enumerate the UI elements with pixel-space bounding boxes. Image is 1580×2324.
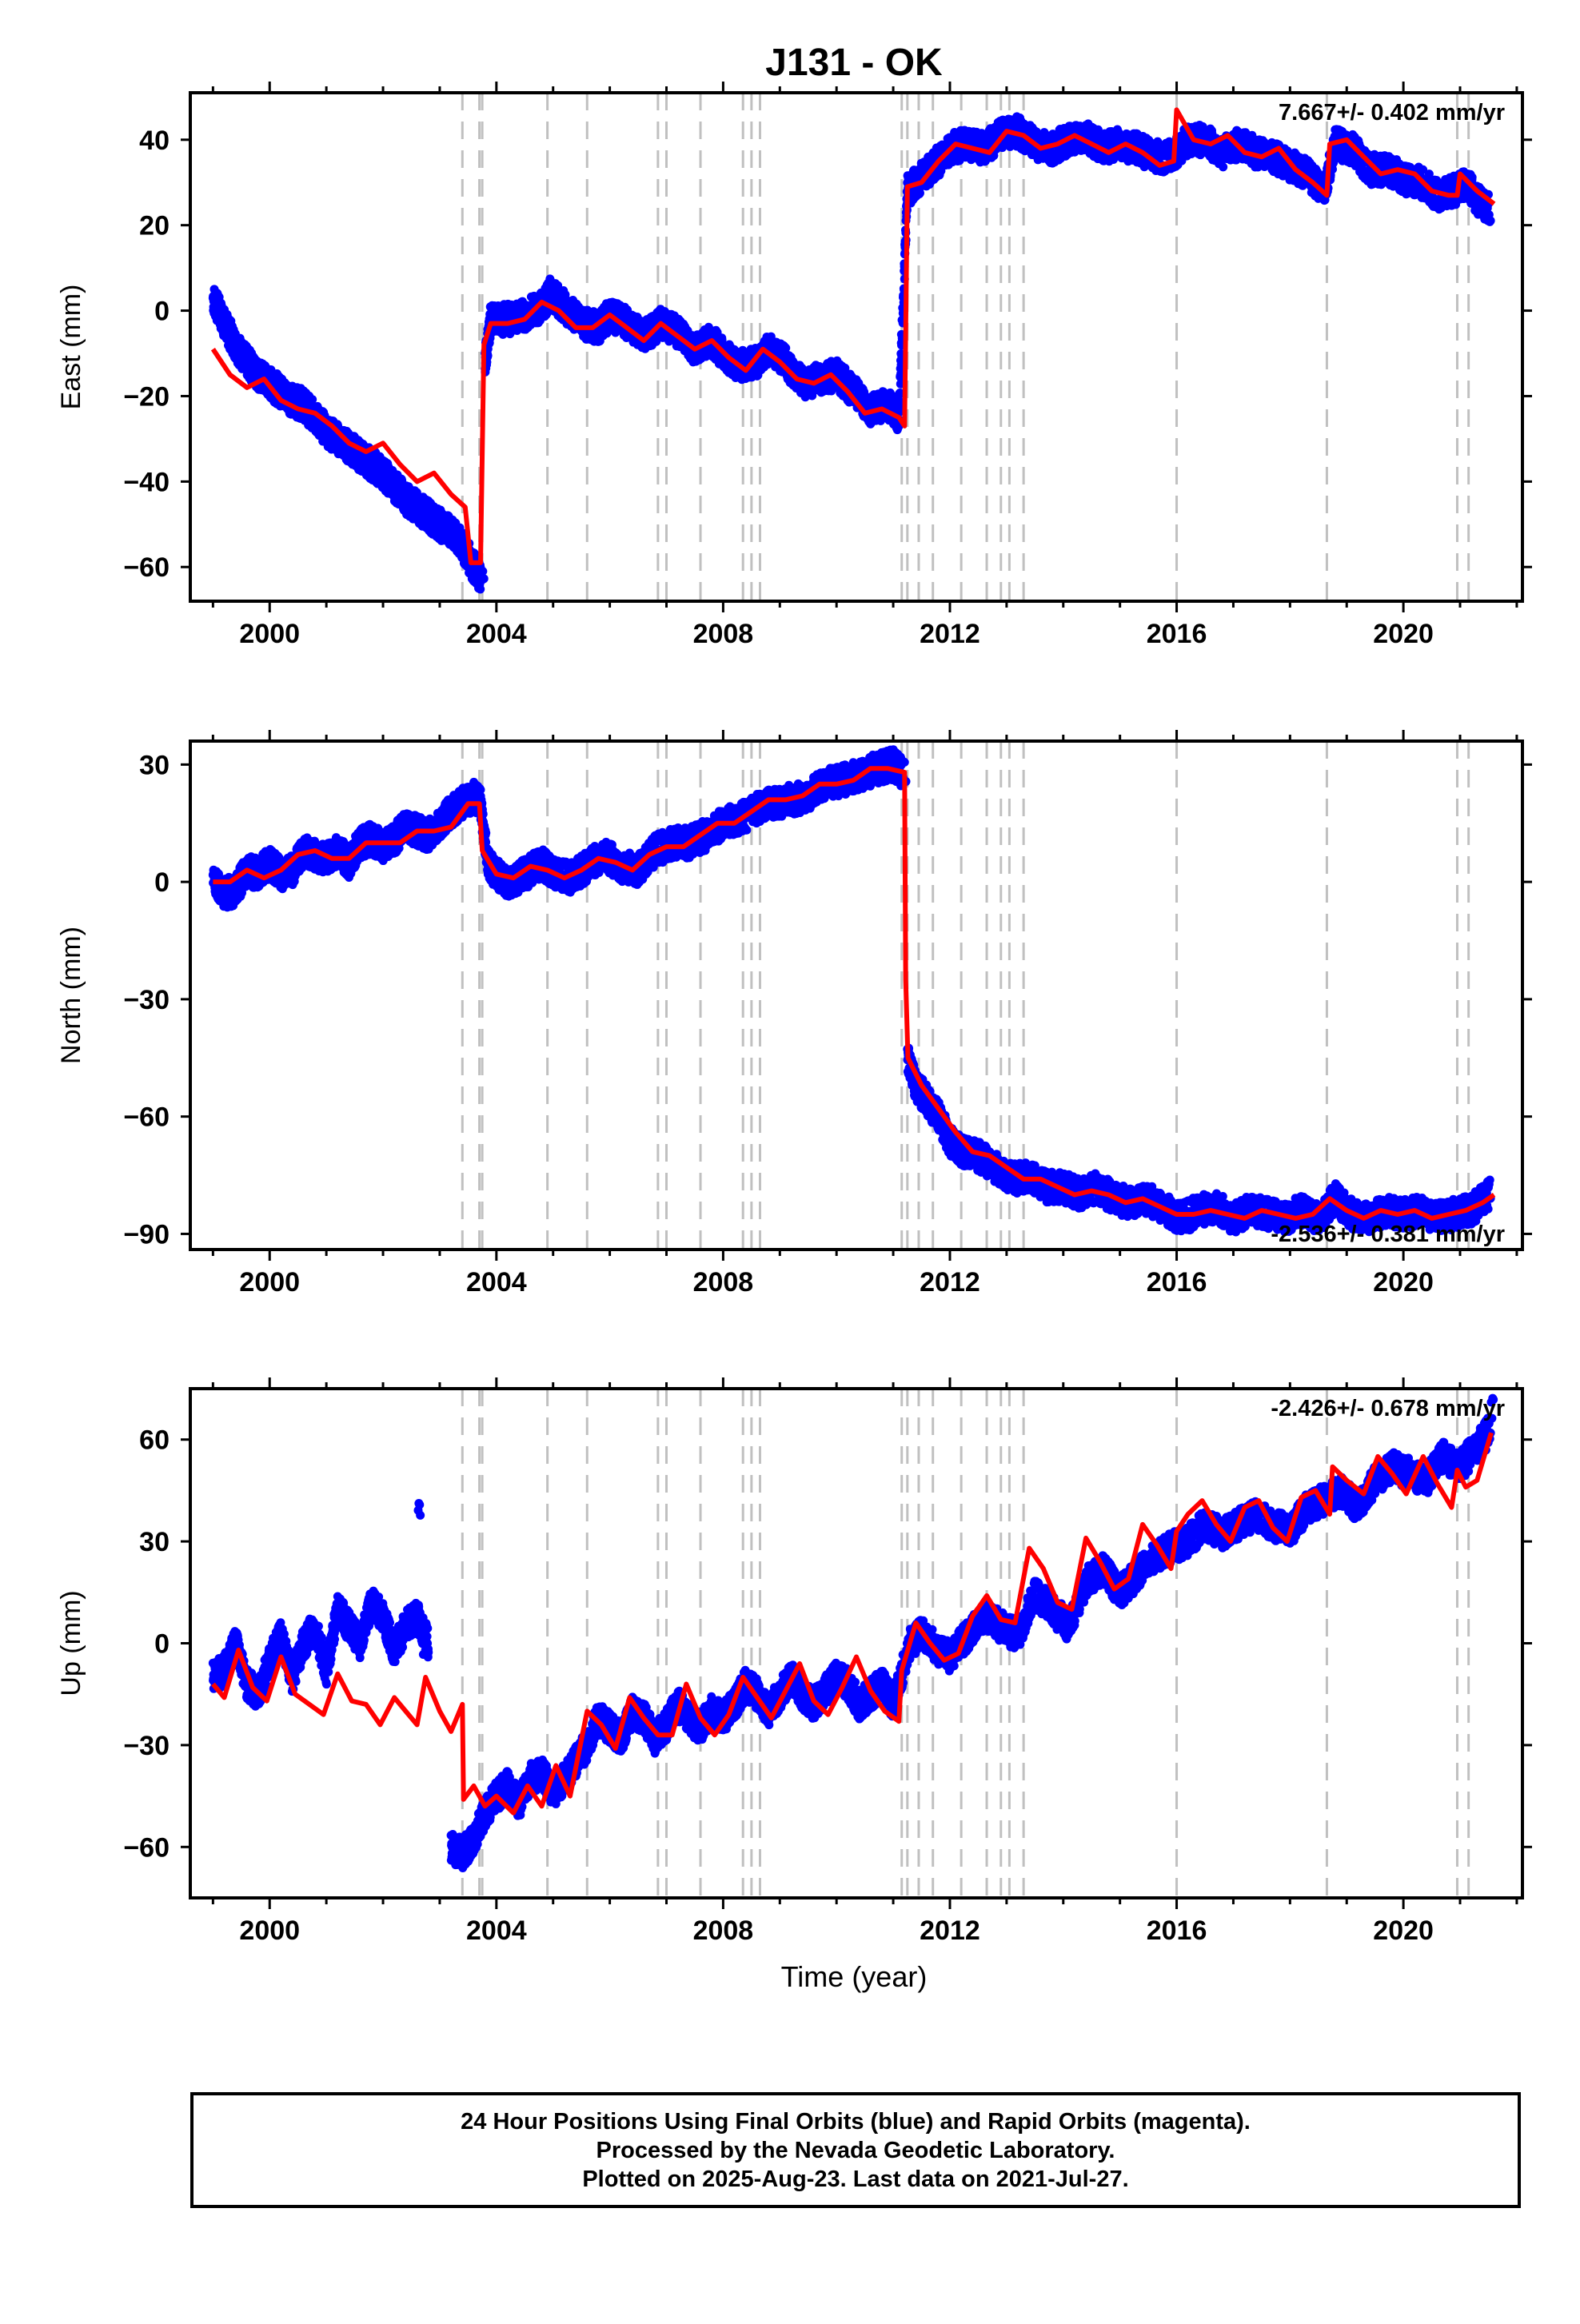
east-data-point — [480, 574, 489, 583]
east-data-point — [476, 585, 485, 594]
east-data-point — [916, 189, 924, 197]
east-data-point — [478, 567, 487, 576]
x-axis-label: Time (year) — [781, 1960, 928, 1993]
chart-title: J131 - OK — [765, 42, 943, 84]
east-data-point — [1219, 162, 1227, 171]
east-final-orbits-series — [209, 112, 1495, 593]
